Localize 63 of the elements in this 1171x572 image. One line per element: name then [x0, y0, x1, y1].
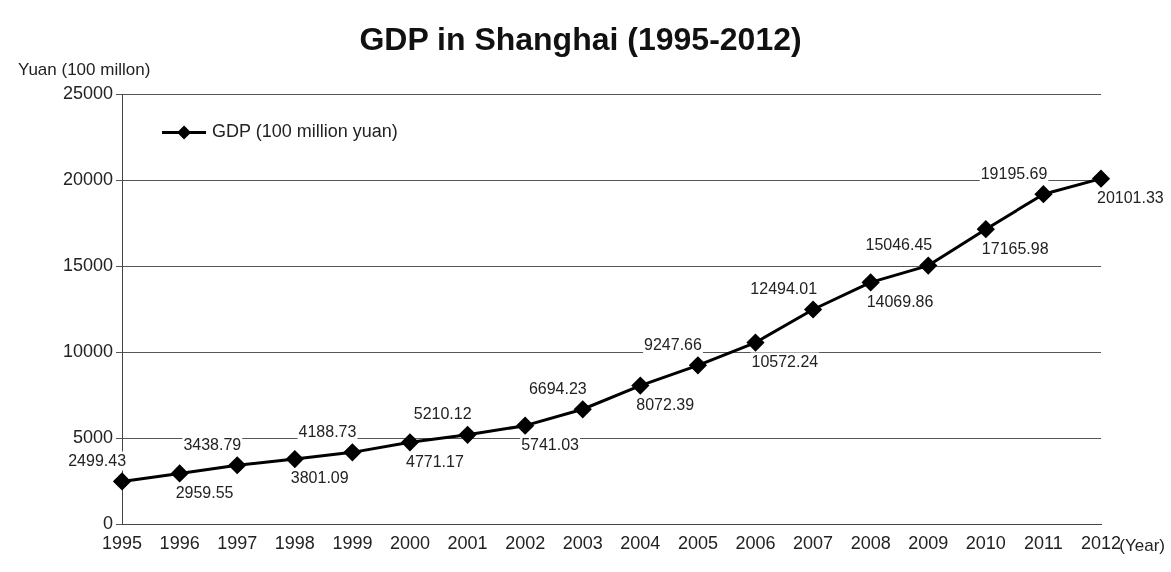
x-tick-label: 2005 [677, 533, 718, 554]
x-tick-label: 1996 [159, 533, 200, 554]
point [977, 220, 995, 238]
data-label: 14069.86 [866, 292, 934, 310]
y-tick-label: 25000 [62, 83, 114, 104]
point [1092, 170, 1110, 188]
data-label: 5741.03 [521, 436, 580, 454]
point [113, 472, 131, 490]
data-label: 9247.66 [644, 335, 703, 353]
x-tick-label: 1995 [102, 533, 143, 554]
data-label: 2499.43 [68, 451, 127, 469]
point [746, 334, 764, 352]
y-tick-label: 0 [103, 513, 114, 534]
point [343, 443, 361, 461]
x-tick-label: 1997 [217, 533, 258, 554]
legend-label: GDP (100 million yuan) [212, 121, 398, 142]
x-tick-label: 2006 [735, 533, 776, 554]
data-label: 10572.24 [751, 352, 819, 370]
x-tick-label: 2003 [562, 533, 603, 554]
data-label: 4188.73 [298, 422, 357, 440]
x-tick-label: 2001 [447, 533, 488, 554]
x-tick-label: 2009 [908, 533, 949, 554]
x-tick-label: 2011 [1024, 533, 1063, 554]
point [228, 456, 246, 474]
y-axis-title: Yuan (100 millon) [18, 60, 151, 80]
point [574, 400, 592, 418]
y-tick-label: 10000 [62, 341, 114, 362]
data-label: 15046.45 [865, 236, 933, 254]
data-label: 19195.69 [980, 164, 1048, 182]
data-label: 12494.01 [750, 279, 818, 297]
data-label: 8072.39 [636, 395, 695, 413]
y-tick-label: 5000 [73, 427, 114, 448]
x-tick-label: 1999 [332, 533, 373, 554]
point [689, 356, 707, 374]
data-label: 3438.79 [183, 435, 242, 453]
x-tick-label: 2004 [620, 533, 661, 554]
x-tick-label: 2008 [850, 533, 891, 554]
point [459, 426, 477, 444]
data-label: 20101.33 [1097, 189, 1164, 207]
data-label: 6694.23 [528, 379, 587, 397]
point [171, 465, 189, 482]
data-label: 3801.09 [290, 469, 349, 487]
data-label: 2959.55 [175, 483, 234, 501]
point [516, 417, 534, 435]
chart-title: GDP in Shanghai (1995-2012) [359, 21, 802, 58]
point [862, 273, 880, 291]
point [286, 450, 304, 468]
x-tick-label: 1998 [274, 533, 315, 554]
x-axis-title: (Year) [1119, 536, 1165, 556]
data-label: 5210.12 [413, 405, 472, 423]
x-tick-label: 2010 [965, 533, 1006, 554]
y-tick-label: 20000 [62, 169, 114, 190]
x-tick-label: 2000 [389, 533, 430, 554]
y-tick-label: 15000 [62, 255, 114, 276]
point [631, 377, 649, 395]
point [1034, 185, 1052, 203]
data-label: 4771.17 [405, 452, 464, 470]
data-label: 17165.98 [981, 239, 1049, 257]
point [804, 301, 822, 318]
point [401, 433, 419, 451]
point [919, 257, 937, 275]
x-tick-label: 2002 [505, 533, 546, 554]
x-tick-label: 2007 [793, 533, 834, 554]
